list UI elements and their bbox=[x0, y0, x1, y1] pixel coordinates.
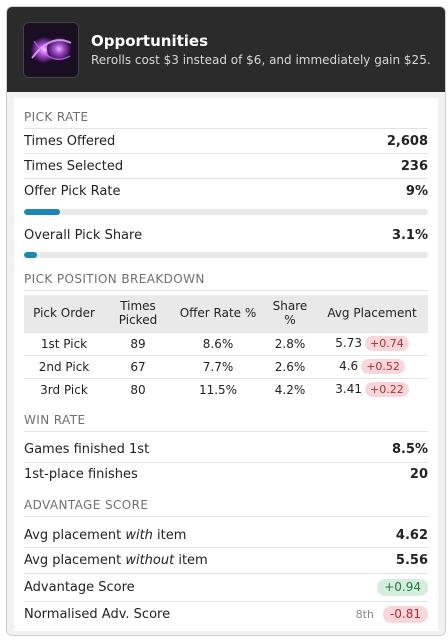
avg-placement-value: 5.73 bbox=[335, 336, 362, 350]
first-finishes-row: 1st-place finishes 20 bbox=[24, 462, 428, 486]
avg-without-label-pre: Avg placement bbox=[24, 552, 126, 568]
normalised-score-badge: -0.81 bbox=[382, 605, 428, 623]
offer-rate-cell: 8.6% bbox=[172, 331, 264, 355]
avg-placement-cell: 4.6 +0.52 bbox=[316, 354, 428, 378]
col-pick-order: Pick Order bbox=[24, 295, 104, 332]
item-description: Rerolls cost $3 instead of $6, and immed… bbox=[91, 52, 431, 67]
avg-with-label-em: with bbox=[125, 527, 153, 543]
offer-pick-rate-row: Offer Pick Rate 9% bbox=[24, 179, 428, 203]
purple-orb-icon bbox=[23, 21, 79, 78]
table-row: 3rd Pick 80 11.5% 4.2% 3.41 +0.22 bbox=[24, 377, 428, 401]
col-share: Share % bbox=[264, 295, 316, 332]
col-avg-placement: Avg Placement bbox=[316, 295, 428, 332]
offer-pick-rate-bar bbox=[24, 209, 428, 215]
share-cell: 4.2% bbox=[264, 377, 316, 401]
avg-without-label-post: item bbox=[174, 552, 208, 568]
avg-placement-value: 4.6 bbox=[339, 359, 359, 373]
offer-pick-rate-bar-fill bbox=[24, 209, 61, 215]
avg-without-label-em: without bbox=[125, 552, 175, 568]
divider bbox=[24, 128, 428, 129]
table-row: 1st Pick 89 8.6% 2.8% 5.73 +0.74 bbox=[24, 331, 428, 355]
avg-placement-value: 3.41 bbox=[335, 382, 362, 397]
first-finishes-value: 20 bbox=[409, 466, 428, 482]
divider bbox=[24, 462, 428, 463]
times-picked-cell: 80 bbox=[104, 377, 172, 401]
normalised-score-label: Normalised Adv. Score bbox=[24, 606, 171, 622]
times-offered-label: Times Offered bbox=[24, 133, 116, 149]
overall-pick-share-label: Overall Pick Share bbox=[24, 227, 143, 243]
pick-position-table: Pick Order Times Picked Offer Rate % Sha… bbox=[24, 295, 428, 401]
times-picked-cell: 89 bbox=[104, 331, 172, 355]
divider bbox=[24, 601, 428, 602]
times-selected-value: 236 bbox=[400, 158, 428, 174]
games-first-value: 8.5% bbox=[391, 441, 428, 457]
table-row: 2nd Pick 67 7.7% 2.6% 4.6 +0.52 bbox=[24, 354, 428, 378]
pick-order-cell: 1st Pick bbox=[24, 331, 104, 355]
times-selected-row: Times Selected 236 bbox=[24, 154, 428, 178]
divider bbox=[24, 431, 428, 432]
pick-position-heading: PICK POSITION BREAKDOWN bbox=[24, 272, 205, 286]
pick-order-cell: 3rd Pick bbox=[24, 377, 104, 401]
divider bbox=[24, 573, 428, 574]
delta-badge: +0.22 bbox=[365, 382, 409, 398]
games-first-row: Games finished 1st 8.5% bbox=[24, 437, 428, 461]
divider bbox=[24, 153, 428, 154]
overall-pick-share-bar-fill bbox=[24, 252, 37, 258]
times-selected-label: Times Selected bbox=[24, 158, 124, 174]
item-title: Opportunities bbox=[91, 31, 209, 50]
stats-panel: PICK RATE Times Offered 2,608 Times Sele… bbox=[14, 98, 438, 631]
advantage-score-label: Advantage Score bbox=[24, 579, 135, 595]
overall-pick-share-row: Overall Pick Share 3.1% bbox=[24, 223, 428, 247]
overall-pick-share-value: 3.1% bbox=[391, 227, 428, 243]
delta-badge: +0.52 bbox=[361, 359, 405, 374]
pick-rate-heading: PICK RATE bbox=[24, 110, 89, 124]
avg-without-label: Avg placement without item bbox=[24, 553, 208, 568]
avg-without-value: 5.56 bbox=[395, 552, 428, 568]
avg-with-row: Avg placement with item 4.62 bbox=[24, 523, 428, 547]
avg-placement-cell: 3.41 +0.22 bbox=[316, 377, 428, 401]
times-offered-value: 2,608 bbox=[386, 133, 428, 149]
item-card: Opportunities Rerolls cost $3 instead of… bbox=[6, 6, 446, 636]
share-cell: 2.6% bbox=[264, 354, 316, 378]
avg-placement-cell: 5.73 +0.74 bbox=[316, 331, 428, 355]
share-cell: 2.8% bbox=[264, 331, 316, 355]
offer-pick-rate-value: 9% bbox=[405, 183, 428, 199]
games-first-label: Games finished 1st bbox=[24, 441, 150, 457]
col-times-picked: Times Picked bbox=[104, 295, 172, 332]
advantage-score-badge: +0.94 bbox=[377, 578, 428, 596]
avg-with-label-pre: Avg placement bbox=[24, 527, 126, 543]
col-offer-rate: Offer Rate % bbox=[172, 295, 264, 332]
times-offered-row: Times Offered 2,608 bbox=[24, 129, 428, 153]
divider bbox=[24, 516, 428, 517]
offer-rate-cell: 7.7% bbox=[172, 354, 264, 378]
normalised-score-row: Normalised Adv. Score 8th -0.81 bbox=[24, 602, 428, 626]
offer-rate-cell: 11.5% bbox=[172, 377, 264, 401]
pick-order-cell: 2nd Pick bbox=[24, 354, 104, 378]
advantage-score-row: Advantage Score +0.94 bbox=[24, 575, 428, 599]
delta-badge: +0.74 bbox=[365, 336, 409, 351]
advantage-heading: ADVANTAGE SCORE bbox=[24, 498, 149, 512]
avg-with-label-post: item bbox=[152, 527, 187, 543]
table-header-row: Pick Order Times Picked Offer Rate % Sha… bbox=[24, 295, 428, 332]
overall-pick-share-bar bbox=[24, 252, 428, 258]
normalised-rank: 8th bbox=[355, 607, 374, 621]
divider bbox=[24, 178, 428, 179]
win-rate-heading: WIN RATE bbox=[24, 413, 86, 427]
divider bbox=[24, 290, 428, 291]
avg-with-value: 4.62 bbox=[395, 527, 428, 543]
divider bbox=[24, 547, 428, 548]
item-header: Opportunities Rerolls cost $3 instead of… bbox=[7, 7, 445, 92]
first-finishes-label: 1st-place finishes bbox=[24, 466, 138, 482]
avg-with-label: Avg placement with item bbox=[24, 528, 186, 543]
offer-pick-rate-label: Offer Pick Rate bbox=[24, 183, 121, 199]
times-picked-cell: 67 bbox=[104, 354, 172, 378]
avg-without-row: Avg placement without item 5.56 bbox=[24, 548, 428, 572]
normalised-score-right: 8th -0.81 bbox=[355, 605, 428, 623]
